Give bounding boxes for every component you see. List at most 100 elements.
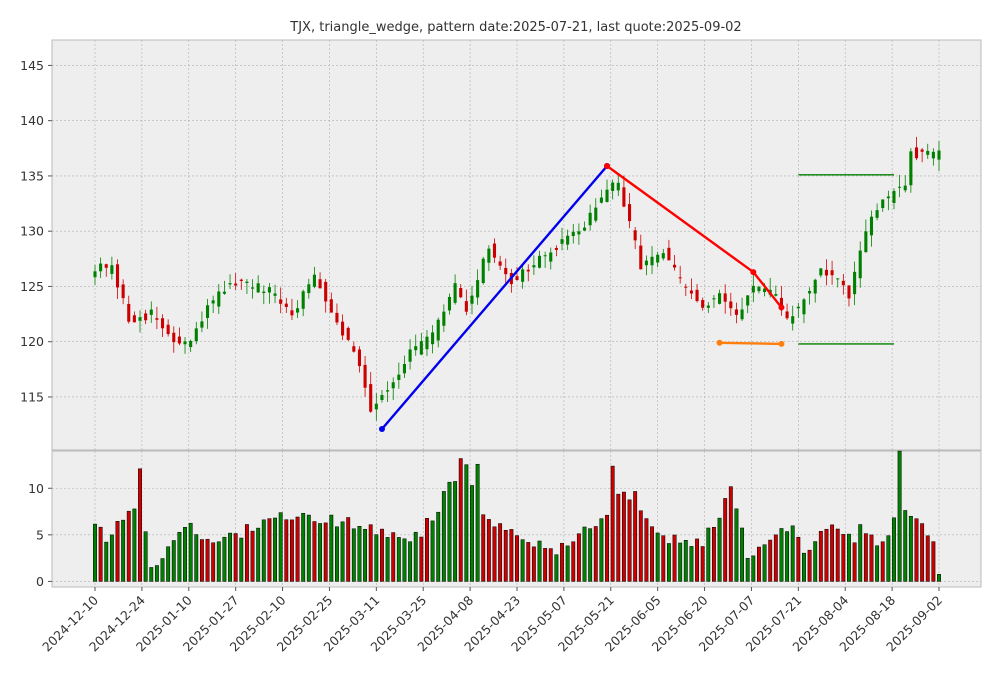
candle-body <box>678 277 682 279</box>
candle-body <box>279 299 283 304</box>
candle-body <box>588 212 592 226</box>
price-tick-label: 115 <box>20 389 44 404</box>
volume-bar <box>830 524 835 582</box>
candlesticks <box>93 136 941 421</box>
volume-bar <box>588 528 593 582</box>
candle-body <box>706 305 710 308</box>
volume-bar <box>537 540 542 582</box>
volume-bar <box>98 526 103 582</box>
volume-bar <box>503 529 508 582</box>
candle-body <box>262 291 266 294</box>
candle-body <box>543 255 547 257</box>
price-tick-label: 145 <box>20 58 44 73</box>
volume-tick-label: 10 <box>28 481 44 496</box>
volume-bar <box>171 540 176 582</box>
volume-bar <box>160 558 165 582</box>
volume-bar <box>323 522 328 582</box>
candle-body <box>892 190 896 203</box>
candle-body <box>160 318 165 329</box>
candle-body <box>926 150 930 155</box>
volume-bar <box>908 515 913 582</box>
candle-body <box>723 293 727 302</box>
volume-bar <box>149 567 154 582</box>
volume-bar <box>335 526 339 582</box>
candle-body <box>470 295 474 304</box>
volume-bar <box>481 514 486 582</box>
volume-bar <box>374 534 379 582</box>
candle-body <box>616 182 620 191</box>
volume-bar <box>858 524 863 582</box>
volume-bar <box>779 528 784 582</box>
volume-tick-label: 5 <box>36 527 44 542</box>
candle-body <box>115 264 120 288</box>
volume-bar <box>391 532 396 582</box>
volume-bar <box>267 518 272 582</box>
candle-body <box>425 336 429 350</box>
candle-body <box>301 291 305 309</box>
candle-body <box>481 258 485 283</box>
candle-body <box>329 299 333 313</box>
volume-bar <box>357 526 362 582</box>
volume-bar <box>509 529 514 582</box>
candle-body <box>667 247 671 261</box>
volume-bar <box>239 537 244 582</box>
volume-bar <box>605 514 609 582</box>
candle-body <box>391 382 395 389</box>
price-panel-background <box>51 39 982 451</box>
volume-bar <box>143 531 148 582</box>
candle-body <box>431 332 435 345</box>
candle-body <box>560 239 564 244</box>
candle-body <box>138 317 142 321</box>
volume-bar <box>678 542 683 582</box>
candle-body <box>476 280 480 298</box>
candle-body <box>386 390 390 392</box>
candle-body <box>250 287 255 289</box>
volume-bar <box>289 519 294 582</box>
candle-body <box>521 269 525 282</box>
candle-body <box>549 252 553 262</box>
volume-tick-label: 0 <box>36 574 44 589</box>
volume-bar <box>464 464 469 582</box>
candle-body <box>166 324 170 335</box>
candle-body <box>217 291 221 307</box>
candle-body <box>256 283 260 293</box>
volume-bar <box>340 521 345 582</box>
candle-body <box>357 349 362 367</box>
volume-bar <box>666 543 671 582</box>
candle-body <box>819 268 823 276</box>
candle-body <box>374 403 378 410</box>
volume-bar <box>177 532 182 582</box>
candle-body <box>802 299 806 315</box>
candle-body <box>284 303 288 307</box>
candle-body <box>875 210 879 218</box>
candle-body <box>504 267 508 275</box>
candle-body <box>751 285 755 293</box>
candle-body <box>149 309 153 315</box>
candle-body <box>864 231 868 253</box>
candle-body <box>779 297 784 311</box>
volume-bar <box>683 540 688 582</box>
candle-body <box>177 336 181 344</box>
volume-bar <box>717 517 722 582</box>
candle-body <box>661 253 665 259</box>
volume-bar <box>835 528 840 582</box>
candle-body <box>104 264 108 268</box>
candle-body <box>492 243 497 258</box>
candle-body <box>594 207 598 221</box>
candle-body <box>571 231 575 237</box>
volume-bar <box>914 518 919 582</box>
volume-bar <box>368 524 373 582</box>
volume-bar <box>396 537 401 582</box>
candle-body <box>554 247 558 250</box>
volume-bar <box>757 546 761 582</box>
candle-body <box>211 300 215 304</box>
candle-body <box>836 278 840 280</box>
volume-bar <box>318 523 323 582</box>
candle-body <box>205 305 210 318</box>
volume-bar <box>121 519 126 582</box>
candle-body <box>898 186 902 188</box>
candle-body <box>419 341 423 355</box>
volume-bar <box>132 508 137 582</box>
volume-bar <box>385 537 390 582</box>
candle-body <box>757 286 761 292</box>
